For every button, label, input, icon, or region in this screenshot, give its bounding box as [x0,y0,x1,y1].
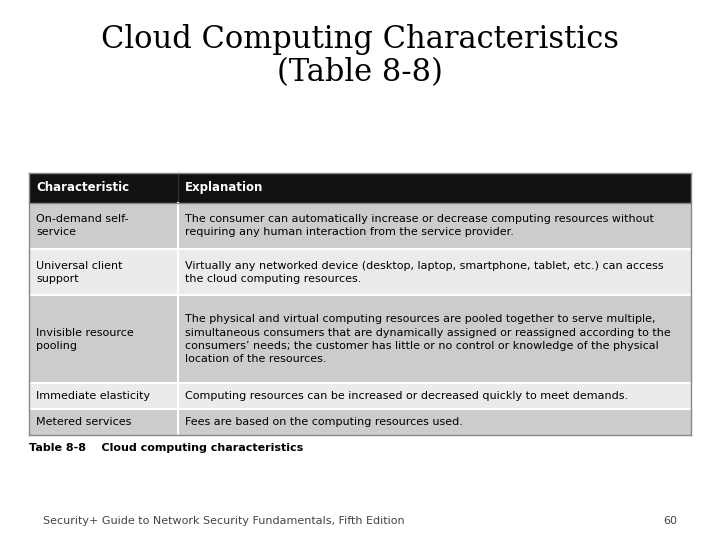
Text: The physical and virtual computing resources are pooled together to serve multip: The physical and virtual computing resou… [185,314,671,364]
Text: Table 8-8    Cloud computing characteristics: Table 8-8 Cloud computing characteristic… [29,443,303,453]
Text: Universal client
support: Universal client support [36,261,122,284]
Text: Explanation: Explanation [185,181,264,194]
Text: Security+ Guide to Network Security Fundamentals, Fifth Edition: Security+ Guide to Network Security Fund… [43,516,405,526]
Text: Characteristic: Characteristic [36,181,129,194]
Text: On-demand self-
service: On-demand self- service [36,214,128,237]
Text: Metered services: Metered services [36,417,131,427]
Text: Virtually any networked device (desktop, laptop, smartphone, tablet, etc.) can a: Virtually any networked device (desktop,… [185,261,664,284]
Text: Fees are based on the computing resources used.: Fees are based on the computing resource… [185,417,463,427]
Text: Immediate elasticity: Immediate elasticity [36,391,150,401]
Text: (Table 8-8): (Table 8-8) [277,57,443,87]
Text: Invisible resource
pooling: Invisible resource pooling [36,328,134,350]
Text: 60: 60 [663,516,677,526]
Text: The consumer can automatically increase or decrease computing resources without
: The consumer can automatically increase … [185,214,654,237]
Text: Cloud Computing Characteristics: Cloud Computing Characteristics [101,24,619,55]
Text: Computing resources can be increased or decreased quickly to meet demands.: Computing resources can be increased or … [185,391,628,401]
